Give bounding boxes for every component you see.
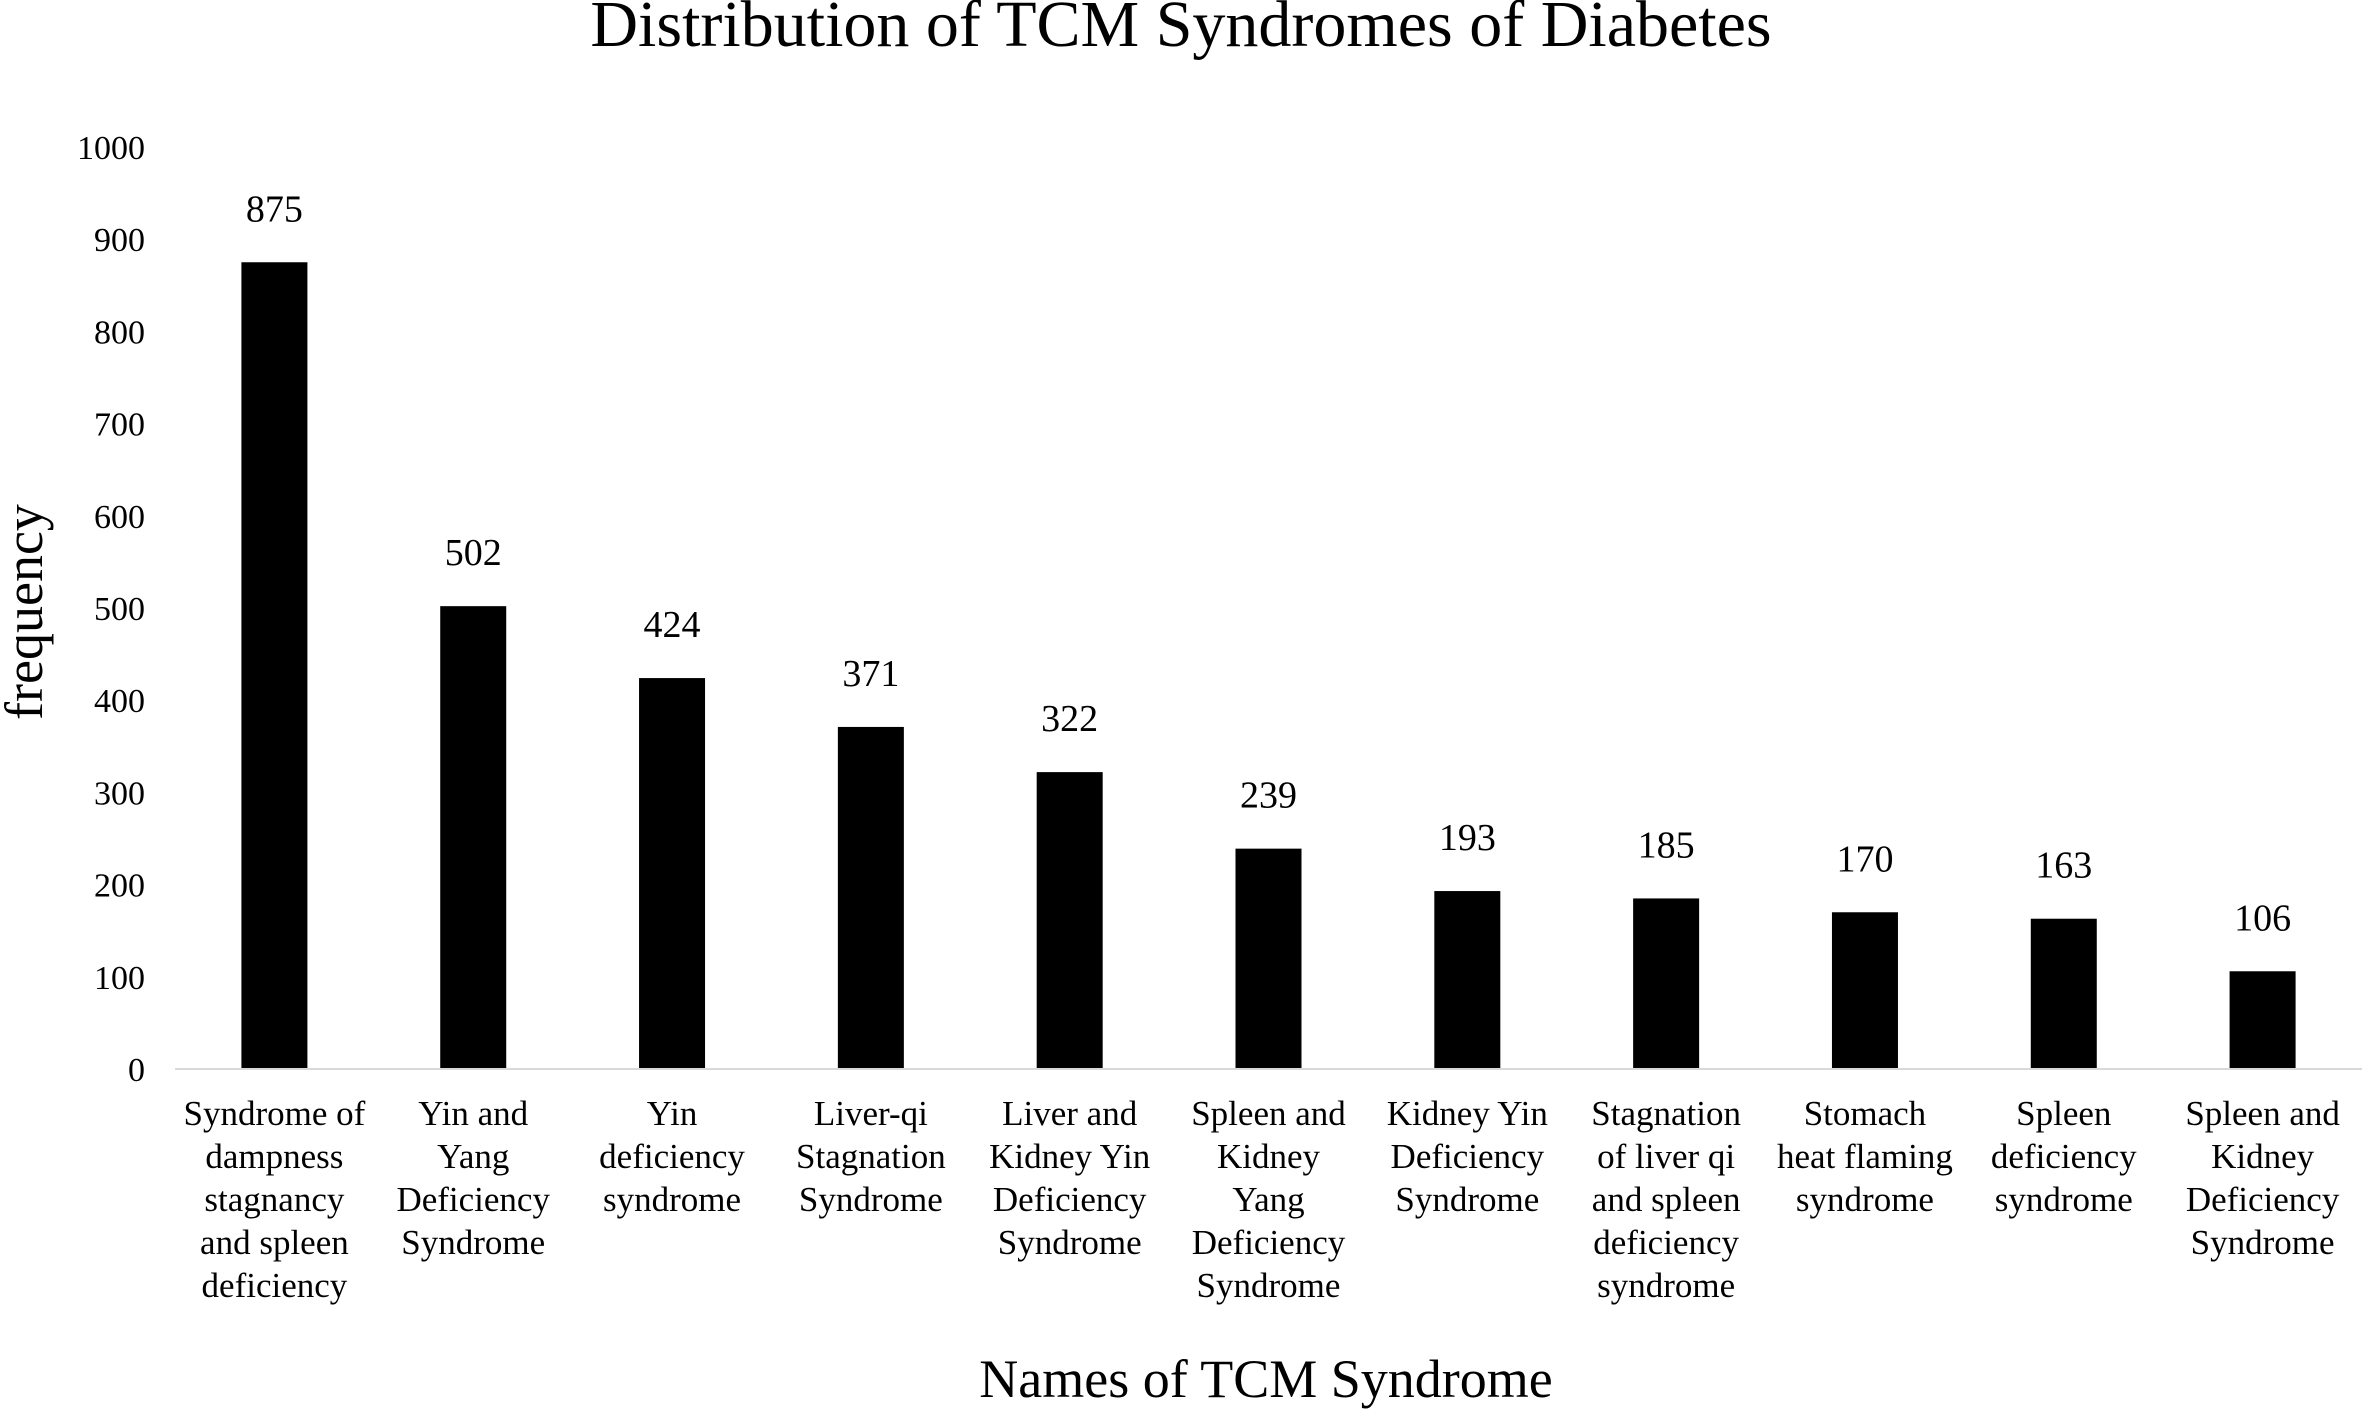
y-tick-label: 500 bbox=[94, 591, 145, 628]
category-label-line: Syndrome bbox=[998, 1223, 1142, 1262]
category-label-line: deficiency bbox=[1991, 1137, 2137, 1176]
category-label: Kidney Yin Deficiency Syndrome bbox=[1387, 1094, 1548, 1219]
category-label-line: Liver and bbox=[1002, 1094, 1138, 1133]
category-label-line: of liver qi bbox=[1597, 1137, 1735, 1176]
bar-value-label: 239 bbox=[1240, 775, 1297, 817]
y-axis-ticks: 0 100 200 300 400 500 600 700 800 900 1000 bbox=[77, 130, 145, 1089]
category-label-line: Syndrome of bbox=[184, 1094, 366, 1133]
category-label-line: Yang bbox=[437, 1137, 509, 1176]
bar-value-label: 875 bbox=[246, 188, 303, 230]
category-label-line: Spleen and bbox=[2185, 1094, 2340, 1133]
y-tick-label: 100 bbox=[94, 960, 145, 997]
category-label: Syndrome of dampness stagnancy and spleen de… bbox=[184, 1094, 366, 1305]
bar bbox=[1434, 891, 1501, 1069]
category-label-line: syndrome bbox=[603, 1180, 741, 1219]
category-label: Liver-qi Stagnation Syndrome bbox=[796, 1094, 946, 1219]
category-label-line: Stomach bbox=[1804, 1094, 1927, 1133]
category-label-line: Yin and bbox=[418, 1094, 528, 1133]
bar bbox=[1633, 898, 1700, 1069]
category-label-line: Stagnation bbox=[1591, 1094, 1741, 1133]
y-tick-label: 1000 bbox=[77, 130, 145, 167]
category-label-line: Kidney Yin bbox=[1387, 1094, 1548, 1133]
category-label: Stomach heat flaming syndrome bbox=[1777, 1094, 1953, 1219]
bar bbox=[1036, 772, 1103, 1069]
bar bbox=[1235, 848, 1302, 1069]
category-label-line: Deficiency bbox=[396, 1180, 550, 1219]
category-label-line: deficiency bbox=[1593, 1223, 1739, 1262]
category-label-line: deficiency bbox=[599, 1137, 745, 1176]
y-axis-title: frequency bbox=[0, 504, 54, 720]
category-label-line: Spleen and bbox=[1191, 1094, 1346, 1133]
bar-value-label: 424 bbox=[644, 604, 701, 646]
bar-value-label: 371 bbox=[842, 653, 899, 695]
category-label: Stagnation of liver qi and spleen deficienc… bbox=[1591, 1094, 1741, 1305]
category-label-line: Yang bbox=[1232, 1180, 1304, 1219]
bar-value-label: 163 bbox=[2035, 845, 2092, 887]
category-label-line: Spleen bbox=[2016, 1094, 2111, 1133]
category-label-line: Deficiency bbox=[2186, 1180, 2340, 1219]
category-label-line: Deficiency bbox=[1391, 1137, 1545, 1176]
bar-value-label: 185 bbox=[1638, 824, 1695, 866]
category-label: Liver and Kidney Yin Deficiency Syndrome bbox=[989, 1094, 1150, 1262]
category-label-line: deficiency bbox=[202, 1266, 348, 1305]
category-label-line: stagnancy bbox=[204, 1180, 344, 1219]
chart-title: Distribution of TCM Syndromes of Diabete… bbox=[590, 0, 1771, 61]
category-label: Spleen deficiency syndrome bbox=[1991, 1094, 2137, 1219]
category-label-line: dampness bbox=[205, 1137, 343, 1176]
category-label-line: and spleen bbox=[200, 1223, 349, 1262]
bar-series bbox=[241, 262, 2296, 1069]
category-label-line: syndrome bbox=[1995, 1180, 2133, 1219]
y-tick-label: 0 bbox=[128, 1052, 145, 1089]
category-label-line: Stagnation bbox=[796, 1137, 946, 1176]
bar-value-label: 193 bbox=[1439, 817, 1496, 859]
y-tick-label: 400 bbox=[94, 683, 145, 720]
bar-value-label: 502 bbox=[445, 532, 502, 574]
category-label-line: Syndrome bbox=[401, 1223, 545, 1262]
category-label: Spleen and Kidney Deficiency Syndrome bbox=[2185, 1094, 2340, 1262]
category-label-line: and spleen bbox=[1592, 1180, 1741, 1219]
category-label-line: Liver-qi bbox=[814, 1094, 928, 1133]
bar bbox=[1831, 912, 1898, 1069]
bar-value-label: 322 bbox=[1041, 698, 1098, 740]
category-label: Yin and Yang Deficiency Syndrome bbox=[396, 1094, 550, 1262]
y-tick-label: 800 bbox=[94, 314, 145, 351]
category-label-line: heat flaming bbox=[1777, 1137, 1953, 1176]
data-labels: 875 502 424 371 322 239 193 185 170 163 106 bbox=[246, 188, 2291, 939]
category-label: Yin deficiency syndrome bbox=[599, 1094, 745, 1219]
bar bbox=[241, 262, 308, 1069]
category-label-line: Syndrome bbox=[1197, 1266, 1341, 1305]
bar bbox=[639, 678, 706, 1069]
y-tick-label: 700 bbox=[94, 407, 145, 444]
category-label-line: Syndrome bbox=[799, 1180, 943, 1219]
bar-value-label: 106 bbox=[2234, 897, 2291, 939]
category-labels: Syndrome of dampness stagnancy and spleen de… bbox=[184, 1094, 2341, 1305]
category-label-line: Yin bbox=[647, 1094, 698, 1133]
category-label: Spleen and Kidney Yang Deficiency Syndrome bbox=[1191, 1094, 1346, 1305]
category-label-line: Deficiency bbox=[993, 1180, 1147, 1219]
category-label-line: Syndrome bbox=[1395, 1180, 1539, 1219]
bar bbox=[440, 606, 507, 1069]
category-label-line: syndrome bbox=[1597, 1266, 1735, 1305]
category-label-line: Kidney Yin bbox=[989, 1137, 1150, 1176]
y-tick-label: 600 bbox=[94, 499, 145, 536]
category-label-line: Deficiency bbox=[1192, 1223, 1346, 1262]
category-label-line: Kidney bbox=[2211, 1137, 2315, 1176]
category-label-line: Syndrome bbox=[2191, 1223, 2335, 1262]
x-axis-title: Names of TCM Syndrome bbox=[979, 1349, 1552, 1409]
category-label-line: Kidney bbox=[1217, 1137, 1321, 1176]
bar bbox=[2229, 971, 2296, 1069]
y-tick-label: 300 bbox=[94, 775, 145, 812]
bar bbox=[2030, 918, 2097, 1069]
bar-value-label: 170 bbox=[1836, 838, 1893, 880]
bar bbox=[837, 726, 904, 1069]
y-tick-label: 900 bbox=[94, 222, 145, 259]
y-tick-label: 200 bbox=[94, 868, 145, 905]
category-label-line: syndrome bbox=[1796, 1180, 1934, 1219]
